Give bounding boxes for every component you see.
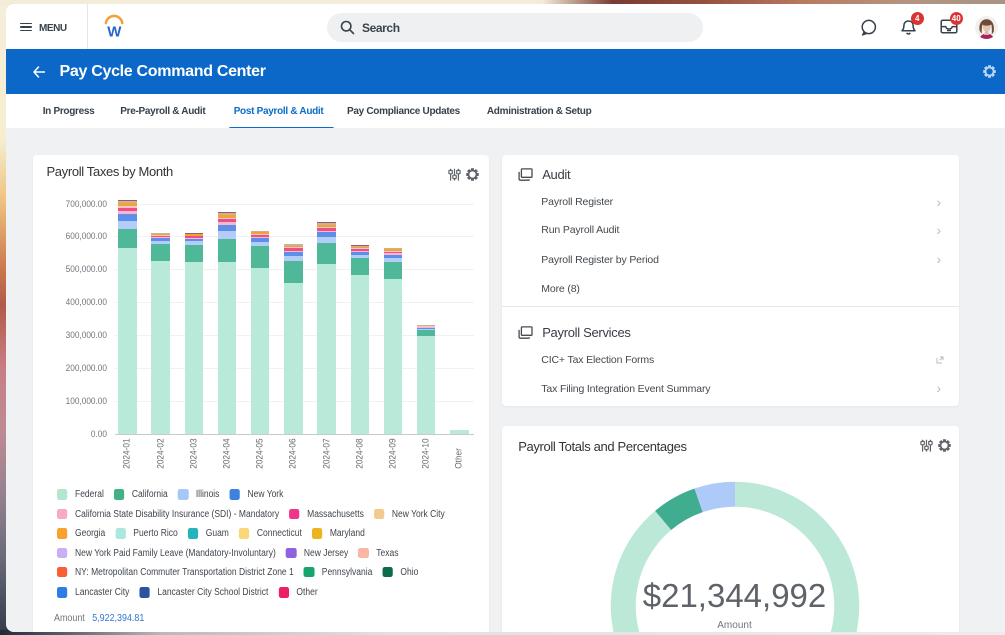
svg-text:W: W bbox=[107, 23, 122, 40]
